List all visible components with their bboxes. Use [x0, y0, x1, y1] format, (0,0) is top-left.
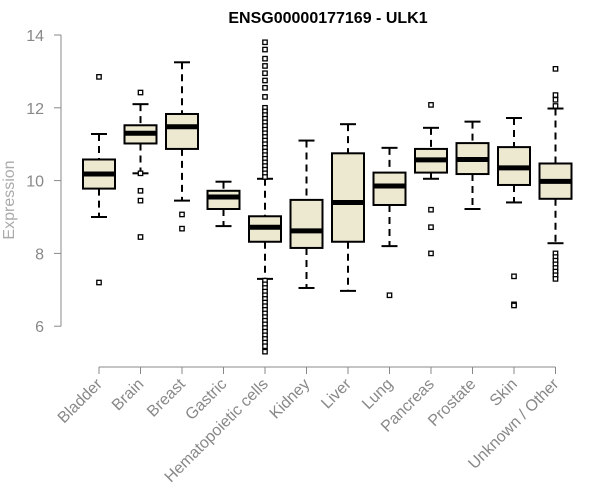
box-liver [331, 123, 365, 292]
box-gastric [206, 180, 241, 228]
iqr-box [165, 112, 199, 150]
y-tick-label: 8 [35, 246, 44, 263]
outlier-point [552, 276, 559, 282]
iqr-box [289, 198, 324, 249]
box-prostate [455, 120, 490, 210]
box-kidney [289, 139, 324, 289]
outlier-point [511, 273, 517, 280]
outlier-point [511, 302, 517, 309]
y-axis-label: Expression [1, 160, 18, 239]
box-pancreas [414, 102, 448, 257]
outlier-point [386, 292, 393, 299]
outlier-point [262, 343, 268, 350]
outlier-point [428, 250, 434, 257]
y-tick-label: 12 [26, 101, 44, 118]
box-skin [497, 116, 531, 309]
outlier-point [179, 225, 185, 232]
outlier-point [428, 206, 434, 213]
outlier-point [262, 348, 268, 355]
x-tick-label: Bladder [55, 375, 106, 426]
outlier-point [96, 74, 102, 80]
box-hematopoietic-cells [248, 39, 282, 355]
x-tick-label: Kidney [267, 376, 314, 423]
y-tick-label: 6 [35, 319, 44, 336]
iqr-box [206, 189, 241, 210]
x-tick-label: Breast [144, 375, 189, 420]
outlier-point [262, 174, 268, 180]
box-bladder [82, 74, 116, 286]
outlier-point [428, 224, 434, 231]
outlier-point [428, 102, 434, 108]
outlier-point [137, 187, 144, 194]
x-tick-label: Brain [109, 376, 147, 414]
outlier-point [96, 279, 102, 286]
y-axis: 6 8 10 12 14 [26, 28, 62, 336]
box-unknown-other [538, 66, 573, 282]
outlier-point [137, 197, 144, 204]
outlier-point [552, 96, 559, 103]
outlier-point [262, 94, 268, 100]
boxes-group [82, 39, 573, 355]
outlier-point [262, 84, 268, 91]
chart-title: ENSG00000177169 - ULK1 [228, 10, 427, 27]
outlier-point [179, 211, 185, 218]
outlier-point [552, 92, 559, 98]
box-lung [372, 146, 407, 299]
outlier-point [137, 170, 144, 177]
x-tick-label: Skin [487, 376, 521, 410]
outlier-point [262, 39, 268, 46]
outlier-point [552, 103, 559, 109]
iqr-box [372, 171, 407, 206]
outlier-point [262, 70, 268, 77]
outlier-point [137, 89, 144, 96]
outlier-point [262, 55, 268, 62]
outlier-point [552, 66, 559, 72]
box-brain [123, 89, 158, 240]
outlier-point [262, 63, 268, 69]
outlier-point [262, 46, 268, 53]
box-breast [165, 61, 199, 232]
x-tick-label: Liver [318, 375, 355, 412]
iqr-box [331, 152, 365, 243]
outlier-point [137, 234, 144, 240]
y-tick-label: 10 [26, 174, 44, 191]
y-tick-label: 14 [26, 28, 44, 45]
outlier-point [262, 77, 268, 84]
x-tick-label: Lung [359, 376, 396, 413]
